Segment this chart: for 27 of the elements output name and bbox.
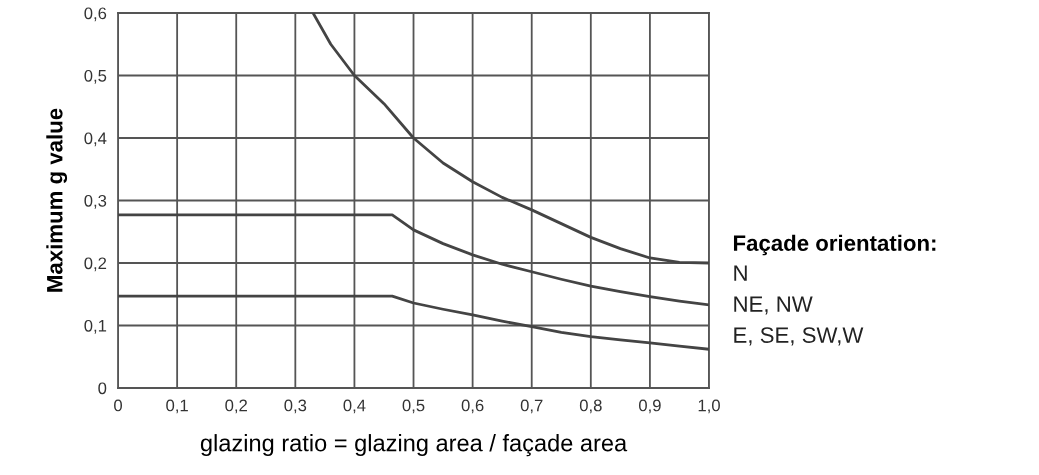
x-tick-label: 0,6 (461, 399, 484, 414)
series-label: N (734, 265, 747, 281)
series-label: E, SE, SW,W (734, 327, 864, 346)
x-tick-label: 0,5 (402, 399, 425, 414)
x-tick-label: 0,9 (638, 399, 661, 414)
x-tick-label: 1,0 (698, 399, 720, 414)
y-axis-title: Maximum g value (46, 108, 68, 292)
legend-title: Façade orientation: (733, 234, 936, 256)
y-tick-label: 0,5 (84, 69, 107, 84)
y-tick-label: 0,2 (84, 257, 107, 272)
y-tick-label: 0,6 (84, 7, 107, 22)
series-label: NE, NW (734, 296, 813, 315)
line-series (311, 13, 710, 265)
x-tick-label: 0,7 (520, 399, 543, 414)
y-tick-label: 0,1 (84, 319, 107, 334)
x-tick-label: 0 (114, 399, 123, 412)
line-series (118, 294, 710, 351)
y-tick-label: 0 (98, 382, 107, 395)
x-tick-label: 0,1 (166, 399, 188, 414)
x-axis-title: glazing ratio = glazing area / façade area (200, 434, 628, 457)
x-tick-label: 0,2 (225, 399, 247, 414)
y-tick-label: 0,3 (84, 194, 107, 209)
y-tick-label: 0,4 (84, 132, 107, 147)
x-tick-label: 0,4 (343, 399, 366, 414)
x-tick-label: 0,8 (579, 399, 602, 414)
x-tick-label: 0,3 (284, 399, 307, 414)
line-series (118, 213, 710, 307)
